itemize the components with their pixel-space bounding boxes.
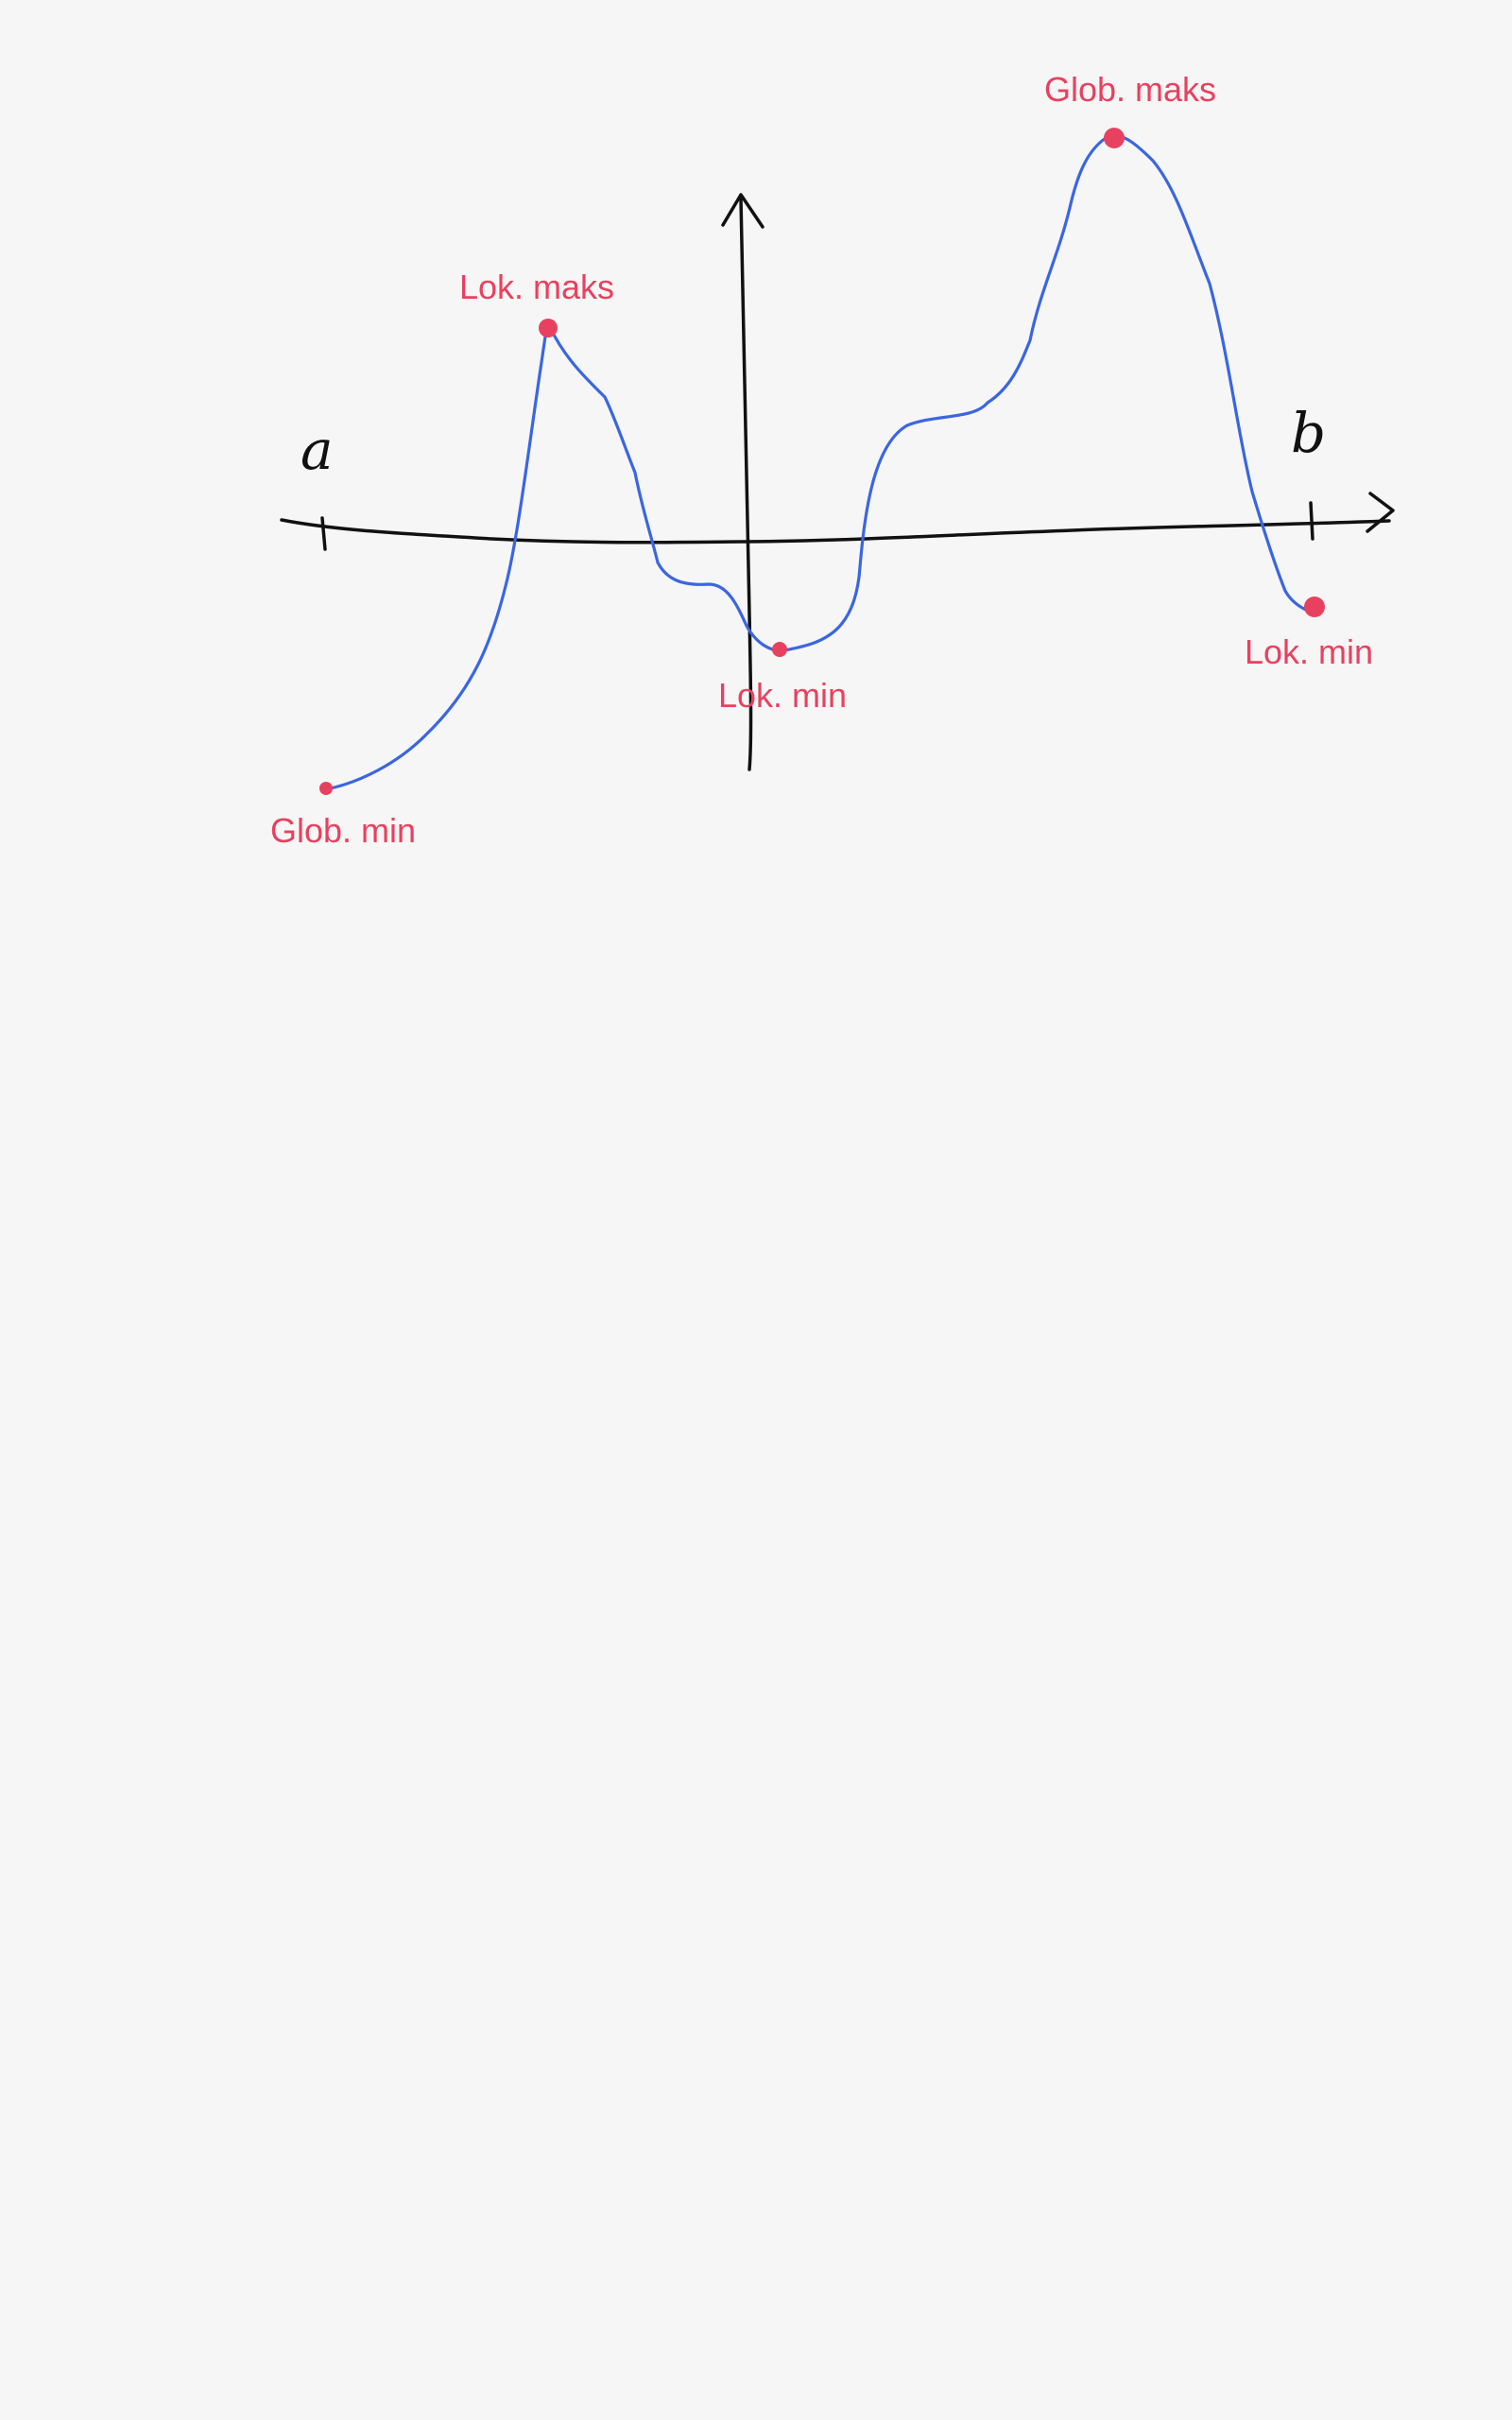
function-curve <box>324 133 1315 791</box>
x-axis <box>280 518 1391 544</box>
lok-maks-point <box>539 319 558 337</box>
glob-maks-point <box>1104 128 1125 148</box>
y-axis-arrowhead <box>721 193 765 229</box>
tick-a <box>320 516 327 551</box>
lok-min-right-label: Lok. min <box>1245 632 1373 671</box>
endpoint-a-label: a <box>301 418 334 482</box>
x-axis-arrowhead <box>1366 492 1395 533</box>
lok-maks-label: Lok. maks <box>459 268 614 306</box>
glob-maks-label: Glob. maks <box>1044 70 1216 109</box>
lok-min-right-point <box>1304 596 1325 617</box>
glob-min-point <box>319 782 333 795</box>
endpoint-b-label: b <box>1291 401 1326 465</box>
tick-b <box>1309 501 1314 541</box>
glob-min-label: Glob. min <box>270 811 416 850</box>
y-axis <box>739 197 753 771</box>
lok-min-middle-point <box>772 642 787 657</box>
lok-min-middle-label: Lok. min <box>718 676 847 715</box>
